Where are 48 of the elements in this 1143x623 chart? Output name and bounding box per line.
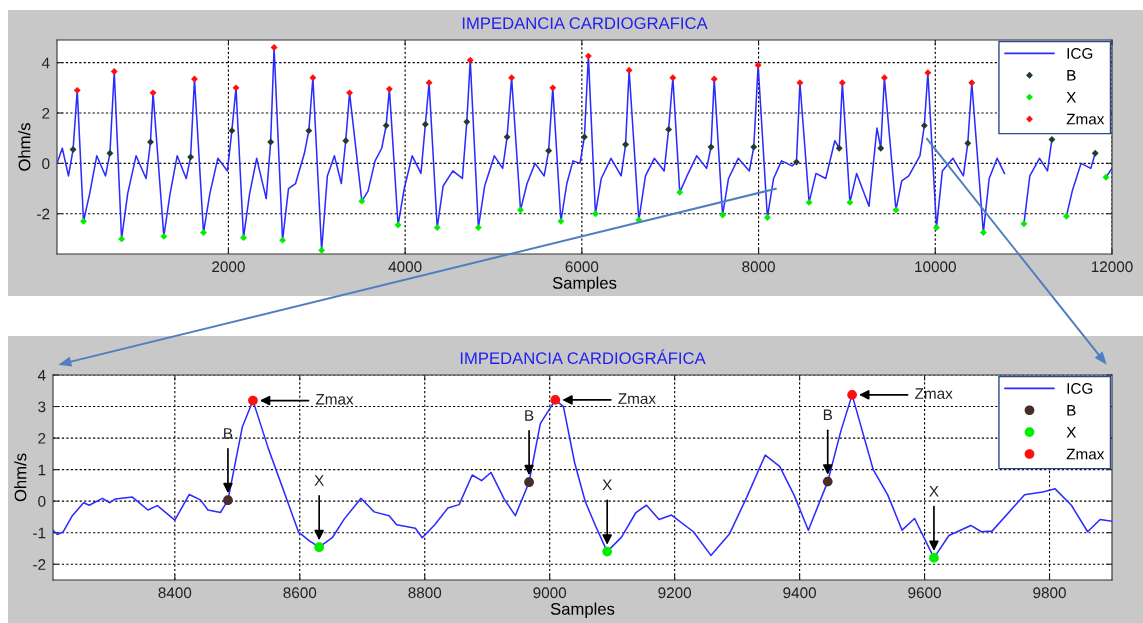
- legend-label: B: [1067, 405, 1076, 416]
- y-tick-label: 0: [42, 158, 50, 170]
- x-tick-label: 4000: [388, 261, 422, 273]
- legend-label: B: [1067, 70, 1076, 81]
- x-tick-label: 12000: [1091, 261, 1133, 273]
- annotation: X: [929, 485, 939, 497]
- chart-title: IMPEDANCIA CARDIOGRÁFICA: [460, 349, 706, 365]
- y-tick-label: -2: [33, 559, 46, 570]
- x-tick-label: 9400: [783, 587, 817, 599]
- y-tick-label: -2: [37, 208, 50, 220]
- legend-label: Zmax: [1066, 448, 1105, 460]
- x-tick-label: 8400: [158, 587, 192, 599]
- x-axis-title: Samples: [550, 602, 615, 619]
- chart-title: IMPEDANCIA CARDIOGRAFICA: [462, 17, 708, 30]
- x-tick-label: 10000: [915, 261, 956, 273]
- y-axis-title: Ohm/s: [14, 453, 27, 502]
- x-tick-label: 9800: [1033, 587, 1066, 599]
- annotation: Zmax: [315, 393, 354, 405]
- x-tick-label: 2000: [212, 261, 245, 273]
- y-axis-title: Ohm/s: [18, 123, 31, 171]
- y-tick-label: -1: [33, 527, 46, 539]
- y-tick-label: 1: [38, 464, 46, 476]
- x-tick-label: 8000: [742, 261, 775, 273]
- annotation: X: [602, 479, 612, 491]
- y-tick-label: 4: [37, 370, 46, 381]
- x-tick-label: 6000: [565, 261, 599, 273]
- annotation: Zmax: [618, 393, 656, 405]
- legend-label: ICG: [1067, 48, 1093, 59]
- annotation: X: [314, 475, 324, 486]
- x-tick-label: 9000: [533, 587, 567, 599]
- x-tick-label: 9200: [658, 587, 692, 599]
- y-tick-label: 4: [41, 57, 50, 69]
- x-tick-label: 9600: [908, 587, 941, 599]
- y-tick-label: 2: [38, 432, 46, 444]
- annotation: B: [823, 409, 833, 421]
- annotation: B: [525, 410, 534, 421]
- legend-label: X: [1066, 91, 1077, 103]
- y-tick-label: 2: [42, 107, 50, 119]
- annotation: Zmax: [915, 388, 953, 399]
- x-axis-title: Samples: [552, 276, 617, 293]
- y-tick-label: 3: [38, 401, 46, 413]
- legend-label: Zmax: [1066, 113, 1105, 125]
- annotation: B: [224, 428, 233, 439]
- legend-label: X: [1066, 426, 1077, 438]
- legend-label: ICG: [1067, 383, 1093, 394]
- x-tick-label: 8800: [408, 587, 442, 599]
- x-tick-label: 8600: [283, 587, 317, 599]
- y-tick-label: 0: [38, 496, 46, 507]
